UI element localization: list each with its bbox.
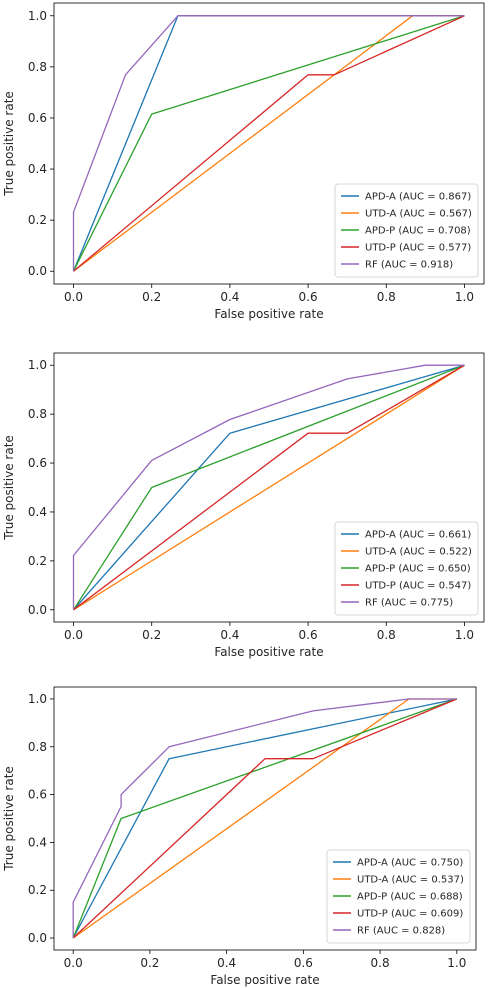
x-tick-label: 0.0 — [64, 956, 83, 970]
legend-entry: APD-P (AUC = 0.708) — [365, 226, 471, 237]
series-line-apd-p — [72, 15, 465, 272]
legend-entry: UTD-A (AUC = 0.537) — [357, 875, 464, 886]
y-tick-label: 0.6 — [28, 788, 47, 802]
y-tick-label: 0.2 — [28, 213, 47, 227]
y-tick-label: 0.2 — [28, 554, 47, 568]
series-line-apd-p — [72, 364, 465, 611]
legend: APD-A (AUC = 0.661) UTD-A (AUC = 0.522) AP… — [334, 521, 479, 616]
legend-entry: RF (AUC = 0.775) — [365, 598, 453, 609]
series-line-utd-p — [73, 364, 465, 611]
x-tick-label: 0.0 — [64, 290, 83, 304]
series-line-rf — [72, 15, 465, 272]
legend-entry: APD-P (AUC = 0.650) — [365, 564, 471, 575]
series-line-rf — [72, 698, 457, 938]
y-tick-label: 0.4 — [28, 162, 47, 176]
y-axis-label: True positive rate — [2, 91, 16, 197]
y-tick-label: 0.4 — [28, 835, 47, 849]
plot-frame — [53, 2, 485, 285]
x-tick-label: 0.4 — [220, 628, 239, 642]
legend-entry: UTD-A (AUC = 0.522) — [365, 547, 472, 558]
y-axis-label: True positive rate — [2, 435, 16, 541]
legend-entry: APD-P (AUC = 0.688) — [357, 892, 463, 903]
x-tick-label: 0.6 — [294, 956, 313, 970]
y-tick-label: 0.8 — [28, 740, 47, 754]
legend-entry: UTD-P (AUC = 0.547) — [365, 581, 471, 592]
y-tick-label: 0.8 — [28, 60, 47, 74]
x-axis-label: False positive rate — [214, 307, 323, 321]
x-axis-label: False positive rate — [214, 645, 323, 659]
series-line-rf — [72, 364, 465, 610]
x-tick-label: 0.8 — [371, 956, 390, 970]
x-tick-label: 1.0 — [455, 290, 474, 304]
y-tick-label: 1.0 — [28, 358, 47, 372]
roc-chart-3: 0.0 0.2 0.4 0.6 0.8 1.0 0.0 0.2 0.4 0.6 0.8 1.0 Fals… — [2, 686, 477, 987]
legend-box — [334, 183, 479, 278]
x-tick-label: 0.6 — [299, 290, 318, 304]
y-tick-label: 0.4 — [28, 505, 47, 519]
y-tick-label: 0.0 — [28, 931, 47, 945]
legend: APD-A (AUC = 0.867) UTD-A (AUC = 0.567) AP… — [334, 183, 479, 278]
x-tick-label: 0.4 — [220, 290, 239, 304]
legend-entry: UTD-A (AUC = 0.567) — [365, 209, 472, 220]
legend-entry: APD-A (AUC = 0.661) — [365, 530, 471, 541]
legend-entry: RF (AUC = 0.828) — [357, 926, 445, 937]
x-tick-label: 0.6 — [299, 628, 318, 642]
x-tick-label: 0.2 — [140, 956, 159, 970]
x-axis-label: False positive rate — [210, 973, 319, 987]
x-tick-label: 0.8 — [377, 290, 396, 304]
y-tick-label: 1.0 — [28, 9, 47, 23]
y-tick-label: 0.6 — [28, 456, 47, 470]
series-line-utd-a — [73, 364, 465, 611]
y-axis-label: True positive rate — [2, 766, 16, 872]
y-tick-label: 0.0 — [28, 603, 47, 617]
y-tick-label: 0.6 — [28, 111, 47, 125]
series-line-utd-p — [72, 698, 458, 939]
series-line-apd-p — [72, 698, 458, 939]
x-tick-label: 0.4 — [217, 956, 236, 970]
legend-entry: UTD-P (AUC = 0.609) — [357, 909, 463, 920]
y-tick-label: 0.0 — [28, 264, 47, 278]
series-line-utd-p — [73, 15, 465, 272]
legend: APD-A (AUC = 0.750) UTD-A (AUC = 0.537) AP… — [326, 849, 471, 944]
series-line-apd-a — [73, 364, 465, 611]
legend-entry: APD-A (AUC = 0.750) — [357, 858, 463, 869]
legend-entry: APD-A (AUC = 0.867) — [365, 192, 471, 203]
x-tick-label: 1.0 — [447, 956, 466, 970]
roc-chart-1: 0.0 0.2 0.4 0.6 0.8 1.0 0.0 0.2 0.4 0.6 0.8 1.0 Fals… — [2, 2, 485, 321]
legend-box — [334, 521, 479, 616]
series-line-apd-a — [72, 698, 457, 939]
y-tick-label: 0.2 — [28, 883, 47, 897]
x-tick-label: 0.2 — [142, 290, 161, 304]
y-tick-label: 0.8 — [28, 407, 47, 421]
x-tick-label: 0.2 — [142, 628, 161, 642]
legend-box — [326, 849, 471, 944]
plot-frame — [53, 352, 485, 623]
x-tick-label: 0.0 — [64, 628, 83, 642]
legend-entry: UTD-P (AUC = 0.577) — [365, 243, 471, 254]
plot-frame — [53, 686, 477, 951]
y-tick-label: 1.0 — [28, 692, 47, 706]
x-tick-label: 1.0 — [455, 628, 474, 642]
legend-entry: RF (AUC = 0.918) — [365, 260, 453, 271]
roc-chart-2: 0.0 0.2 0.4 0.6 0.8 1.0 0.0 0.2 0.4 0.6 0.8 1.0 Fals… — [2, 352, 485, 659]
x-tick-label: 0.8 — [377, 628, 396, 642]
